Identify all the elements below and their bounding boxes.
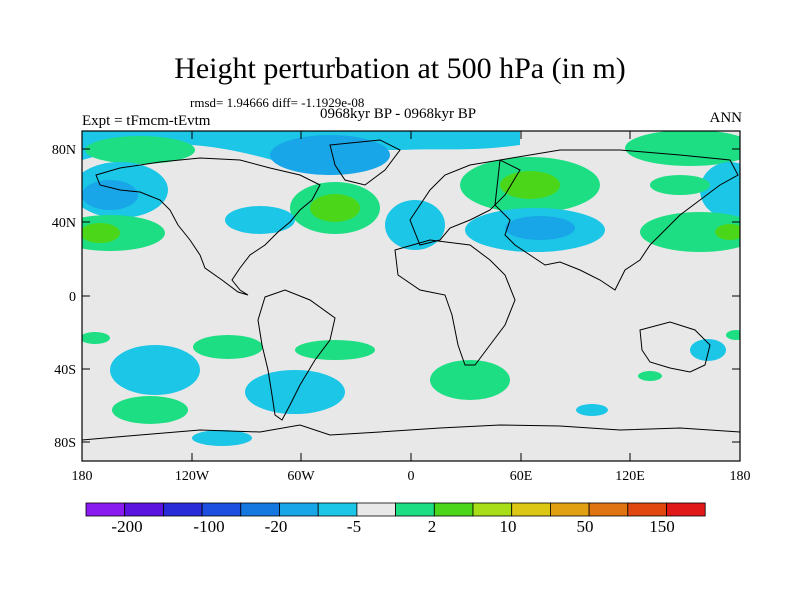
colorbar-swatch xyxy=(472,502,513,517)
lon-label: 0 xyxy=(408,469,415,484)
colorbar-swatch xyxy=(85,502,126,517)
colorbar-swatch xyxy=(511,502,551,517)
colorbar-label: -5 xyxy=(347,517,361,536)
map-background xyxy=(82,131,740,461)
axis-ticks xyxy=(81,131,741,461)
colorbar-swatch xyxy=(433,502,474,517)
lat-label: 40N xyxy=(52,216,76,231)
lat-label: 80N xyxy=(52,143,76,158)
colorbar-swatch xyxy=(240,502,280,517)
lon-label: 180 xyxy=(72,469,93,484)
map-title: Height perturbation at 500 hPa (in m) xyxy=(174,52,626,85)
colorbar-swatch xyxy=(162,502,203,517)
colorbar-swatch xyxy=(201,502,242,517)
colorbar-label: -200 xyxy=(111,517,142,536)
experiment-text: Expt = tFmcm-tEvtm xyxy=(82,113,211,129)
colorbar-swatch xyxy=(395,502,435,517)
lon-label: 60W xyxy=(287,469,315,484)
colorbar-swatch xyxy=(666,502,706,517)
lat-label: 0 xyxy=(69,290,76,305)
colorbar-label: 2 xyxy=(428,517,437,536)
stats-text: rmsd= 1.94666 diff= -1.1929e-08 xyxy=(190,95,365,110)
colorbar xyxy=(85,502,706,517)
colorbar-swatch xyxy=(627,502,667,517)
period-text: 0968kyr BP - 0968kyr BP xyxy=(320,106,477,122)
lon-label: 60E xyxy=(510,469,533,484)
coastlines xyxy=(82,139,740,441)
colorbar-swatch xyxy=(124,502,164,517)
lon-label: 180 xyxy=(730,469,751,484)
season-text: ANN xyxy=(709,110,743,126)
colorbar-label: 50 xyxy=(577,517,594,536)
colorbar-swatch xyxy=(317,502,358,517)
colorbar-swatch xyxy=(588,502,629,517)
colorbar-label: 10 xyxy=(500,517,517,536)
colorbar-label: -20 xyxy=(265,517,288,536)
lat-label: 80S xyxy=(54,436,76,451)
colorbar-label: -100 xyxy=(193,517,224,536)
colorbar-label: 150 xyxy=(649,517,675,536)
colorbar-swatch xyxy=(550,502,590,517)
lon-label: 120E xyxy=(615,469,645,484)
colorbar-swatch xyxy=(356,502,396,517)
lon-label: 120W xyxy=(175,469,210,484)
lat-label: 40S xyxy=(54,363,76,378)
colorbar-swatch xyxy=(279,502,319,517)
